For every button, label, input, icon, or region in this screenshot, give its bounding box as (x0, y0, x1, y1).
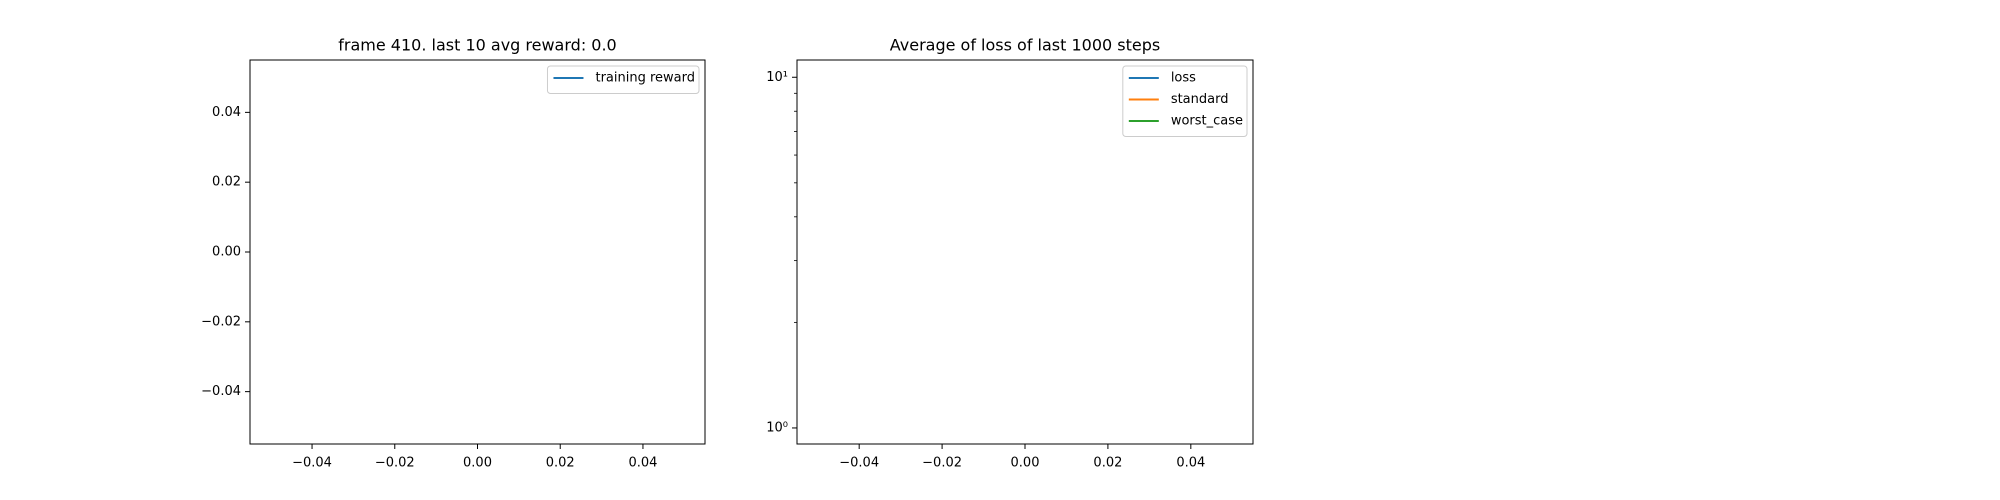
x-tick-label: −0.04 (292, 456, 332, 471)
x-tick-label: 0.00 (1011, 456, 1040, 471)
chart-title: frame 410. last 10 avg reward: 0.0 (338, 36, 616, 55)
plot-frame (796, 59, 1254, 445)
plot-frame (249, 59, 706, 445)
y-tick-label: 10⁰ (766, 420, 788, 435)
legend-label: training reward (595, 71, 695, 86)
y-tick-label: 0.00 (212, 245, 241, 260)
x-tick-label: 0.00 (463, 456, 492, 471)
x-tick-label: 0.04 (1176, 456, 1205, 471)
legend-box (546, 65, 700, 94)
y-tick-label: −0.02 (201, 314, 241, 329)
y-tick-label: 0.02 (212, 175, 241, 190)
legend-label: loss (1171, 71, 1196, 86)
legend-label: standard (1171, 92, 1229, 107)
y-tick-label: 0.04 (212, 105, 241, 120)
legend: loss standard worst_case (1122, 65, 1248, 137)
x-tick-label: −0.02 (375, 456, 415, 471)
chart-title: Average of loss of last 1000 steps (890, 36, 1161, 55)
x-tick-label: 0.02 (546, 456, 575, 471)
x-tick-label: −0.04 (839, 456, 879, 471)
y-tick-label: −0.04 (201, 384, 241, 399)
y-tick-label: 10¹ (766, 70, 788, 85)
x-tick-label: −0.02 (922, 456, 962, 471)
x-tick-label: 0.02 (1093, 456, 1122, 471)
legend: training reward (546, 65, 700, 94)
legend-label: worst_case (1171, 114, 1243, 129)
legend-box (1122, 65, 1248, 137)
x-tick-label: 0.04 (628, 456, 657, 471)
